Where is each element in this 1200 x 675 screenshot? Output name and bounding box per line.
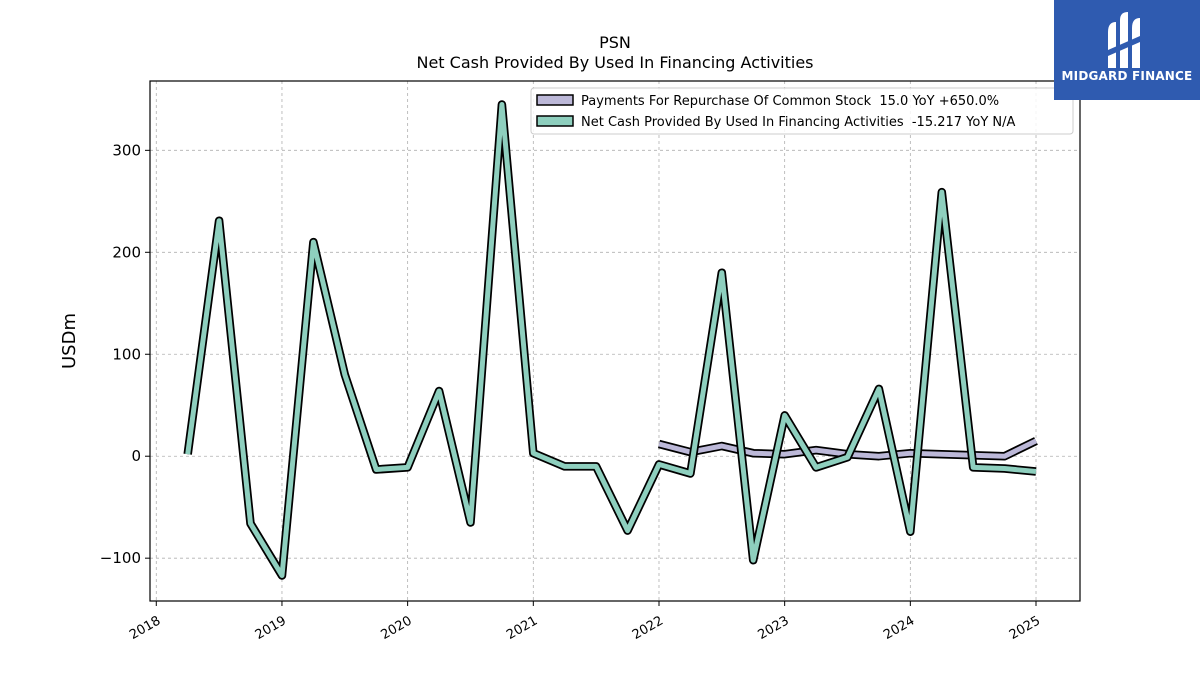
y-tick-label-0: −100 (100, 549, 141, 567)
legend: Payments For Repurchase Of Common Stock … (530, 87, 1074, 135)
x-tick-label-2024: 2024 (881, 613, 917, 643)
y-tick-label-4: 300 (112, 141, 141, 159)
series-outline-financing (183, 100, 1037, 580)
x-tick-label-2023: 2023 (756, 613, 792, 643)
x-tick-label-2018: 2018 (127, 613, 163, 643)
watermark-logo: MIDGARD FINANCE (1054, 0, 1200, 100)
series-line-financing (185, 102, 1037, 578)
y-tick-label-1: 0 (131, 447, 141, 465)
x-tick-label-2020: 2020 (378, 613, 414, 643)
chart-subtitle: Net Cash Provided By Used In Financing A… (416, 53, 813, 72)
chart-title: PSN (599, 33, 631, 52)
legend-box (530, 87, 1074, 135)
x-tick-label-2022: 2022 (630, 613, 666, 643)
y-tick-label-2: 100 (112, 345, 141, 363)
x-tick-label-2021: 2021 (504, 613, 540, 643)
midgard-logo-icon (1108, 12, 1140, 68)
plot-frame (149, 80, 1081, 602)
x-axis: 2018 2019 2020 2021 2022 2023 2024 2025 (127, 601, 1043, 643)
watermark-text: MIDGARD FINANCE (1061, 69, 1193, 83)
x-tick-label-2025: 2025 (1007, 613, 1043, 643)
legend-swatch-repurchase (536, 94, 574, 106)
legend-swatch-financing (536, 115, 574, 127)
y-tick-label-3: 200 (112, 243, 141, 261)
legend-label-repurchase: Payments For Repurchase Of Common Stock … (581, 94, 999, 109)
x-tick-label-2019: 2019 (253, 613, 289, 643)
y-axis: −100 0 100 200 300 (100, 141, 150, 567)
y-axis-label: USDm (59, 313, 80, 369)
series-layer (183, 100, 1038, 580)
legend-label-financing: Net Cash Provided By Used In Financing A… (581, 115, 1016, 130)
